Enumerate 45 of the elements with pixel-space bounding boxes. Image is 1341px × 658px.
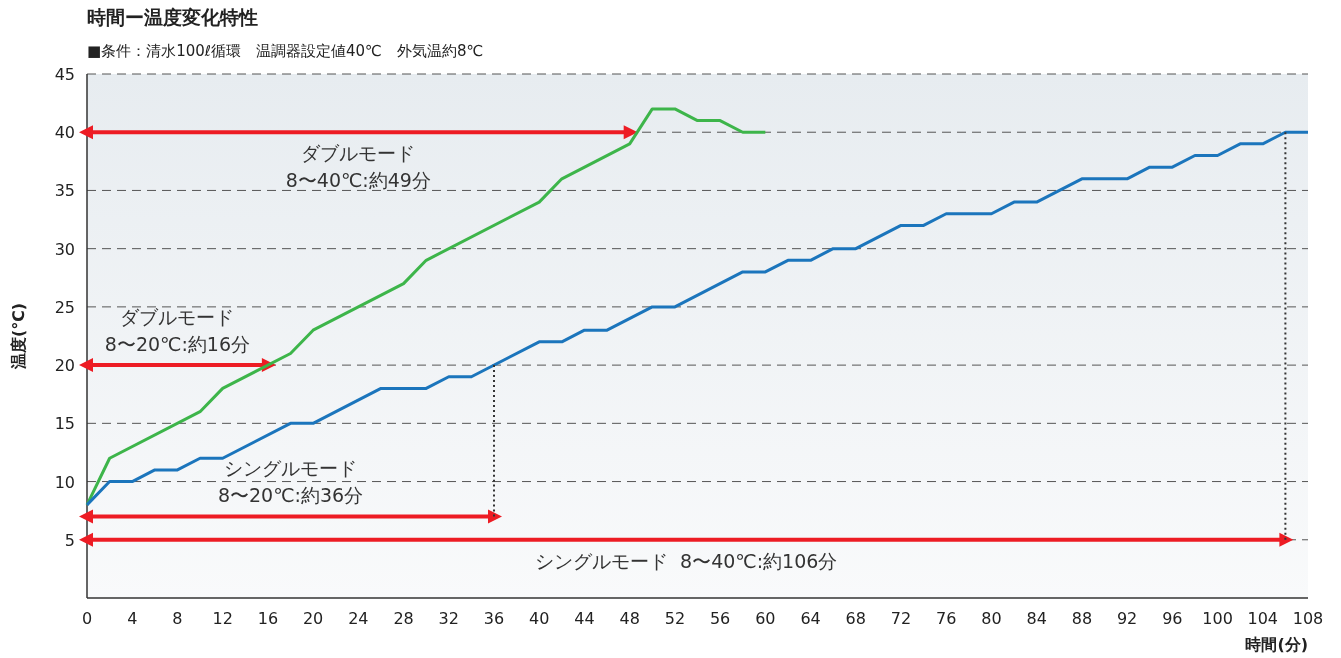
chart-title: 時間ー温度変化特性 [87,6,258,28]
x-tick-label: 16 [257,609,279,628]
x-tick-label: 0 [81,609,93,628]
y-tick-label: 10 [54,472,75,492]
y-tick-label: 15 [54,414,75,434]
x-tick-label: 56 [709,609,731,628]
x-tick-label: 52 [664,609,686,628]
x-tick-label: 12 [212,609,233,628]
y-tick-label: 20 [54,356,75,376]
x-tick-label: 104 [1247,609,1279,628]
x-tick-label: 68 [845,609,866,628]
x-tick-label: 76 [936,609,957,628]
x-tick-label: 8 [172,609,183,628]
x-axis-title: 時間(分) [1245,635,1308,654]
y-tick-label: 40 [54,123,75,143]
chart-subtitle: ■条件：清水100ℓ循環 温調器設定値40℃ 外気温約8℃ [87,42,484,60]
y-axis-title: 温度(℃) [9,303,28,370]
x-tick-label: 28 [393,609,414,628]
y-tick-label: 45 [54,65,75,84]
x-tick-label: 108 [1292,609,1324,628]
x-tick-label: 20 [302,609,324,628]
x-tick-label: 92 [1116,609,1138,628]
x-tick-label: 64 [800,609,821,628]
x-tick-label: 40 [529,609,550,628]
annotation: ダブルモード 8〜20℃:約16分 [104,306,251,356]
annotation: シングルモード 8〜40℃:約106分 [535,549,838,572]
x-tick-label: 60 [755,609,776,628]
x-tick-label: 36 [483,609,505,628]
x-tick-label: 72 [890,609,912,628]
x-tick-label: 24 [348,609,369,628]
x-tick-label: 84 [1026,609,1047,628]
x-tick-label: 88 [1071,609,1093,628]
annotation: ダブルモード 8〜40℃:約49分 [285,142,431,192]
x-tick-label: 44 [574,609,595,628]
x-tick-label: 32 [438,609,459,628]
x-tick-label: 80 [981,609,1002,628]
x-tick-label: 48 [619,609,640,628]
x-tick-label: 4 [127,609,138,628]
y-tick-label: 30 [54,239,75,259]
y-tick-label: 5 [64,530,75,550]
x-tick-label: 100 [1202,609,1233,628]
annotation: シングルモード 8〜20℃:約36分 [217,457,364,507]
x-tick-label: 96 [1162,609,1183,628]
y-tick-label: 25 [54,297,75,317]
y-tick-label: 35 [54,181,75,201]
